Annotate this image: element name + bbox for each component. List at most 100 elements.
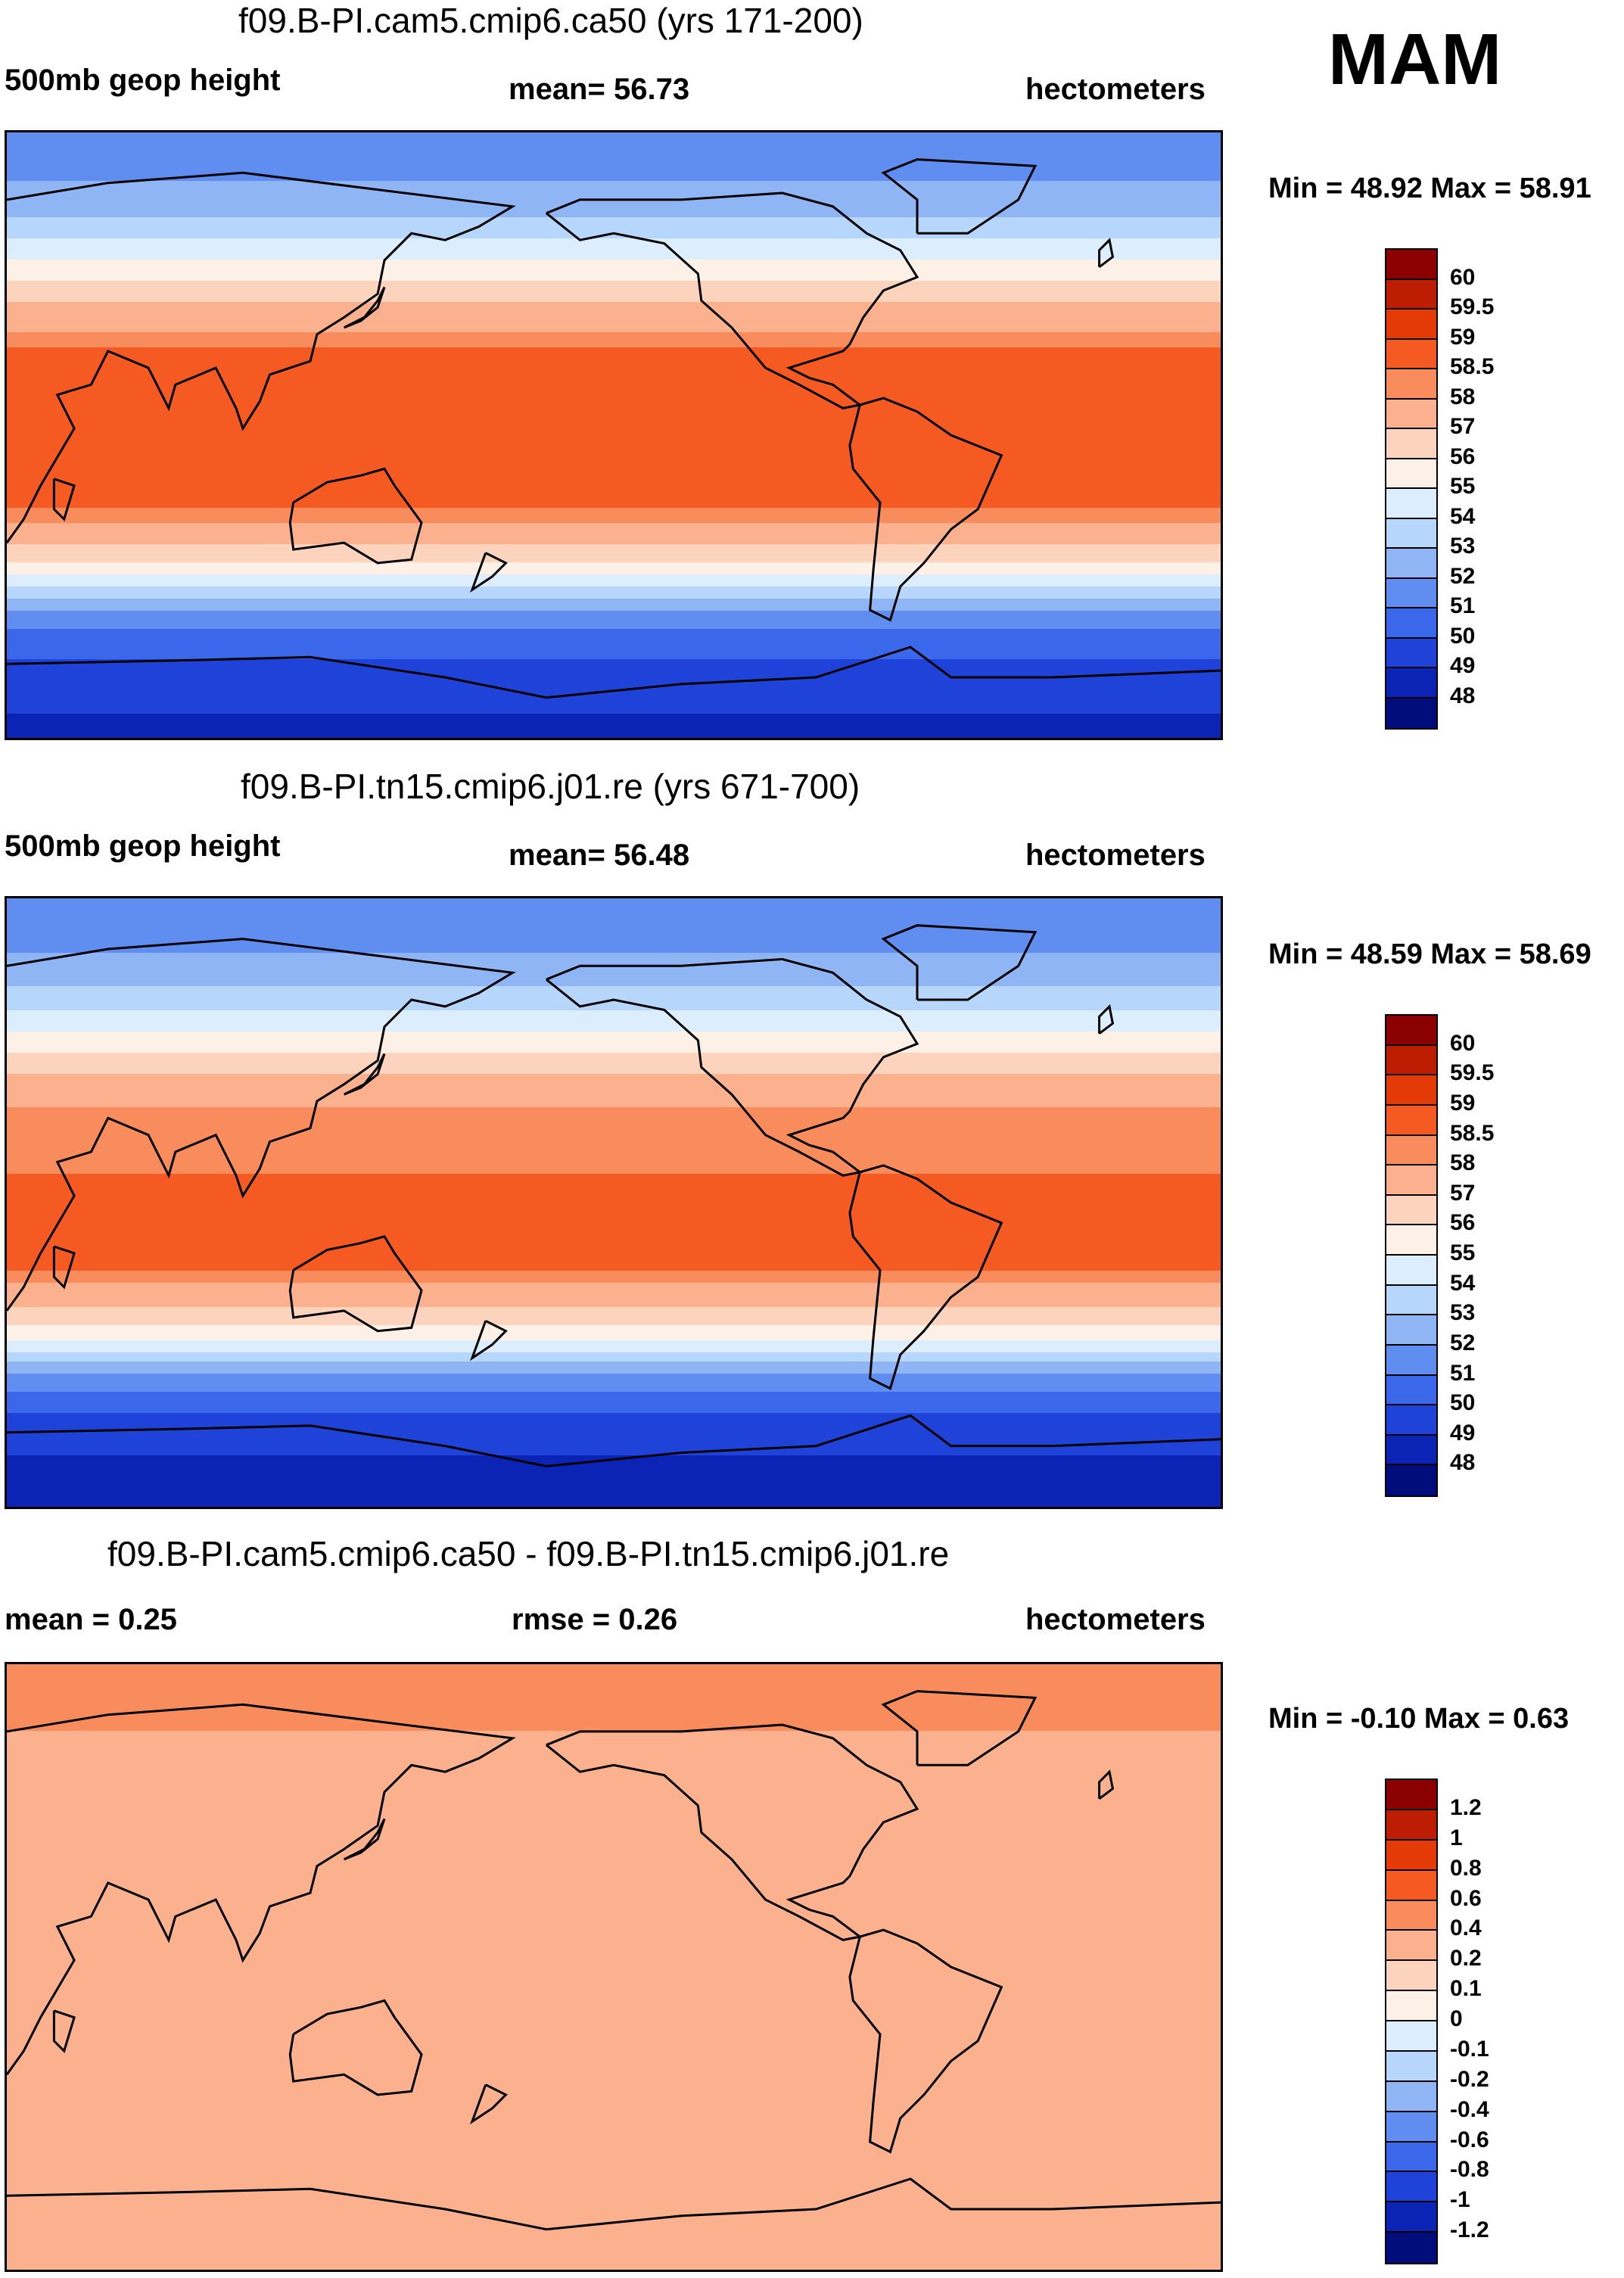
contour-band	[7, 953, 1221, 957]
contour-band	[7, 1819, 1221, 1822]
contour-band	[7, 1340, 1221, 1344]
contour-band	[7, 1007, 1221, 1011]
contour-band	[7, 2188, 1221, 2192]
contour-band	[7, 1186, 1221, 1190]
contour-band	[7, 559, 1221, 563]
contour-band	[7, 269, 1221, 272]
contour-band	[7, 2173, 1221, 2177]
colorbar-cell	[1386, 2112, 1436, 2143]
colorbar-tick-label: 0.8	[1450, 1855, 1482, 1881]
contour-band	[7, 1192, 1221, 1196]
contour-band	[7, 608, 1221, 612]
contour-band	[7, 1383, 1221, 1386]
contour-band	[7, 429, 1221, 433]
contour-band	[7, 995, 1221, 999]
contour-band	[7, 1870, 1221, 1874]
contour-band	[7, 311, 1221, 315]
contour-band	[7, 1828, 1221, 1831]
contour-band	[7, 471, 1221, 475]
colorbar-cell	[1386, 339, 1436, 369]
contour-band	[7, 1443, 1221, 1447]
contour-band	[7, 456, 1221, 460]
contour-band	[7, 1032, 1221, 1035]
contour-band	[7, 2161, 1221, 2164]
contour-band	[7, 1271, 1221, 1274]
contour-band	[7, 2097, 1221, 2101]
contour-band	[7, 692, 1221, 696]
colorbar-cell	[1386, 1961, 1436, 1992]
contour-band	[7, 1044, 1221, 1047]
contour-band	[7, 251, 1221, 254]
contour-band	[7, 160, 1221, 163]
contour-band	[7, 1922, 1221, 1925]
contour-band	[7, 511, 1221, 515]
contour-band	[7, 1377, 1221, 1380]
colorbar-cell	[1386, 459, 1436, 489]
colorbar-tick-label: 57	[1450, 1180, 1476, 1206]
north-america-outline	[545, 1723, 919, 1941]
contour-band	[7, 635, 1221, 639]
contour-band	[7, 726, 1221, 730]
contour-band	[7, 405, 1221, 409]
colorbar-cell	[1386, 399, 1436, 429]
contour-band	[7, 1125, 1221, 1129]
contour-band	[7, 1698, 1221, 1701]
panel-3-colorbar	[1385, 1779, 1438, 2264]
contour-band	[7, 662, 1221, 666]
contour-band	[7, 1134, 1221, 1138]
contour-band	[7, 532, 1221, 536]
contour-band	[7, 1425, 1221, 1429]
colorbar-cell	[1386, 1435, 1436, 1466]
contour-band	[7, 1041, 1221, 1044]
contour-band	[7, 1879, 1221, 1883]
colorbar-tick-label: 1.2	[1450, 1794, 1482, 1820]
panel-2-title: f09.B-PI.tn15.cmip6.j01.re (yrs 671-700)	[241, 767, 860, 806]
contour-band	[7, 1682, 1221, 1686]
contour-band	[7, 638, 1221, 642]
contour-band	[7, 1349, 1221, 1353]
contour-band	[7, 202, 1221, 206]
colorbar-tick-label: 51	[1450, 1360, 1476, 1386]
contour-band	[7, 320, 1221, 324]
contour-band	[7, 1900, 1221, 1904]
panel-2-minmax: Min = 48.59 Max = 58.69	[1268, 938, 1591, 970]
contour-band	[7, 166, 1221, 170]
contour-band	[7, 696, 1221, 699]
north-america-outline	[545, 957, 919, 1177]
contour-band	[7, 971, 1221, 975]
contour-band	[7, 577, 1221, 581]
contour-band	[7, 1256, 1221, 1259]
contour-band	[7, 438, 1221, 442]
contour-band	[7, 1352, 1221, 1356]
contour-band	[7, 1676, 1221, 1680]
contour-band	[7, 1022, 1221, 1026]
contour-band	[7, 2037, 1221, 2040]
colorbar-cell	[1386, 668, 1436, 699]
contour-band	[7, 1746, 1221, 1750]
contour-band	[7, 711, 1221, 714]
contour-band	[7, 1392, 1221, 1396]
contour-band	[7, 441, 1221, 445]
contour-band	[7, 1144, 1221, 1147]
contour-band	[7, 172, 1221, 176]
contour-band	[7, 1019, 1221, 1023]
contour-band	[7, 702, 1221, 705]
contour-band	[7, 683, 1221, 687]
contour-band	[7, 278, 1221, 282]
contour-band	[7, 1274, 1221, 1277]
contour-band	[7, 1779, 1221, 1783]
colorbar-cell	[1386, 310, 1436, 340]
contour-band	[7, 632, 1221, 636]
contour-band	[7, 1831, 1221, 1835]
contour-band	[7, 1440, 1221, 1444]
contour-band	[7, 1861, 1221, 1865]
contour-band	[7, 2152, 1221, 2155]
contour-band	[7, 1265, 1221, 1268]
contour-band	[7, 1670, 1221, 1674]
contour-band	[7, 986, 1221, 990]
contour-band	[7, 2055, 1221, 2059]
contour-band	[7, 1946, 1221, 1950]
contour-band	[7, 1092, 1221, 1096]
contour-band	[7, 1716, 1221, 1719]
contour-band	[7, 1013, 1221, 1017]
